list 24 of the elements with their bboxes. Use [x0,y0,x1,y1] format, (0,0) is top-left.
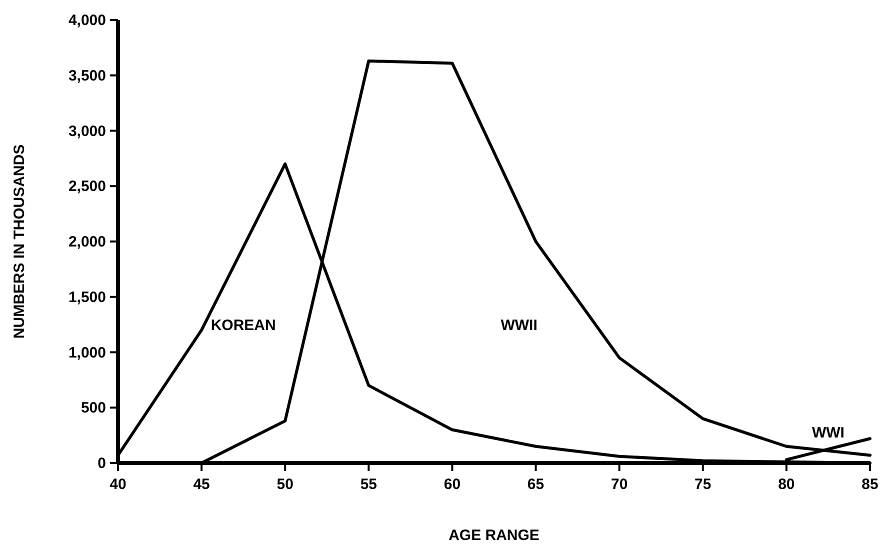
y-tick-label: 1,000 [68,344,106,362]
y-tick-label: 0 [98,455,106,472]
y-tick-label: 2,500 [68,178,106,196]
text: WWII [500,317,538,334]
y-tick-label: 3,000 [68,122,106,140]
series-label: KOREAN [210,317,276,334]
x-tick-label: 55 [360,476,378,493]
y-tick-label: 1,500 [68,288,106,306]
x-tick-label: 50 [276,476,294,493]
x-tick-label: 45 [193,476,210,493]
x-tick-label: 85 [862,476,878,493]
x-tick-label: 80 [778,476,795,493]
series-label: WWI [812,424,844,442]
y-tick-label: 2,000 [68,234,106,250]
y-tick-label: 500 [80,400,106,417]
x-tick-label: 40 [110,476,126,493]
x-axis-title: AGE RANGE [448,527,540,544]
y-tick-label: 4,000 [68,12,106,29]
x-tick-label: 65 [527,476,544,493]
x-tick-label: 70 [610,476,628,493]
x-tick-label: 60 [444,476,461,493]
x-tick-label: 75 [694,476,712,493]
y-tick-label: 3,500 [68,67,106,84]
y-axis-title: NUMBERS IN THOUSANDS [11,144,28,339]
